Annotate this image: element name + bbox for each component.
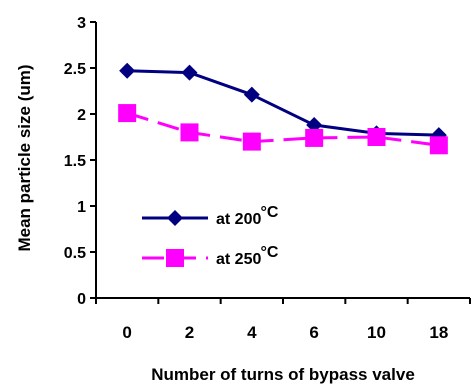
data-point — [367, 128, 386, 146]
legend-item: at 25 0 °C — [142, 244, 279, 268]
data-point — [119, 62, 136, 79]
y-tick-label: 1 — [77, 199, 86, 216]
y-tick-label: 0.5 — [64, 245, 86, 262]
data-point — [118, 104, 137, 123]
x-tick-label: 4 — [247, 323, 257, 342]
x-tick-label: 6 — [309, 323, 318, 342]
series-lines — [118, 62, 448, 155]
series-line — [127, 69, 439, 137]
data-point — [243, 86, 260, 103]
legend-label: at 25 — [216, 251, 253, 268]
y-tick-label: 3 — [77, 15, 86, 32]
legend-unit: °C — [260, 204, 278, 221]
data-point — [429, 136, 448, 155]
data-point — [180, 123, 199, 142]
legend: at 20 0 °Cat 25 0 °C — [142, 204, 279, 268]
y-ticks: 0 0.5 1 1.5 2 2.5 3 — [64, 15, 96, 308]
x-axis-label: Number of turns of bypass valve — [151, 365, 415, 384]
y-tick-label: 2 — [77, 107, 86, 124]
y-axis-label: Mean particle size (um) — [15, 64, 34, 251]
x-ticks: 0 2 4 6 10 18 — [95, 298, 471, 342]
data-point — [242, 132, 261, 151]
legend-item: at 20 0 °C — [142, 204, 279, 228]
x-tick-label: 2 — [185, 323, 194, 342]
x-tick-label: 0 — [122, 323, 131, 342]
legend-marker — [166, 249, 184, 267]
series-line — [126, 111, 440, 147]
legend-marker — [167, 210, 183, 226]
x-tick-label: 18 — [429, 323, 448, 342]
legend-label-digit: 0 — [252, 251, 261, 268]
legend-unit: °C — [260, 244, 278, 261]
series-2 — [118, 104, 448, 155]
legend-label-digit: 0 — [252, 211, 261, 228]
y-tick-label: 1.5 — [64, 153, 86, 170]
x-tick-label: 10 — [367, 323, 386, 342]
y-tick-label: 0 — [77, 291, 86, 308]
data-point — [305, 128, 324, 147]
data-point — [181, 64, 198, 81]
series-1 — [119, 62, 447, 144]
legend-label: at 20 — [216, 211, 253, 228]
y-tick-label: 2.5 — [64, 61, 86, 78]
